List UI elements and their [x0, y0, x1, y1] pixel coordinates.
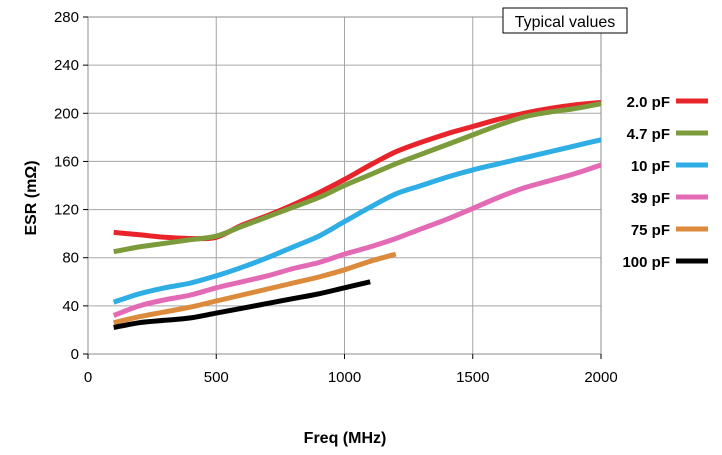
series-line: [112, 137, 602, 305]
y-tick-label: 40: [62, 298, 79, 315]
y-tick-label: 200: [54, 105, 79, 122]
y-tick-label: 280: [54, 9, 79, 26]
series-line: [113, 101, 602, 255]
y-tick-label: 80: [62, 250, 79, 267]
series-line: [113, 100, 602, 242]
legend-label: 100 pF: [622, 254, 670, 271]
x-tick-label: 0: [84, 369, 92, 386]
legend: 2.0 pF 4.7 pF 10 pF 39 pF 75 pF 100 pF: [622, 94, 708, 271]
series-lines: [112, 100, 602, 330]
x-tick-label: 500: [204, 369, 229, 386]
y-tick-label: 0: [71, 346, 79, 363]
annotation-frame: [502, 7, 628, 34]
y-tick-label: 160: [54, 153, 79, 170]
x-tick-label: 1500: [456, 369, 489, 386]
legend-label: 4.7 pF: [627, 126, 670, 143]
legend-label: 2.0 pF: [627, 94, 670, 111]
legend-label: 10 pF: [631, 158, 670, 175]
x-axis-title: Freq (MHz): [304, 430, 387, 447]
annotation-text: Typical values: [515, 14, 616, 31]
x-tick-label: 2000: [584, 369, 617, 386]
legend-label: 75 pF: [631, 222, 670, 239]
series-line: [112, 162, 602, 318]
y-tick-label: 240: [54, 57, 79, 74]
y-tick-label: 120: [54, 202, 79, 219]
x-tick-label: 1000: [328, 369, 361, 386]
annotation-box: Typical values: [502, 7, 628, 34]
y-axis-title: ESR (mΩ): [23, 160, 40, 235]
series-line: [113, 251, 397, 326]
axes: 0 40 80 120 160 200 240 280 0 500 1000 1500 2000: [54, 9, 618, 386]
series-line: [113, 279, 371, 330]
legend-label: 39 pF: [631, 190, 670, 207]
